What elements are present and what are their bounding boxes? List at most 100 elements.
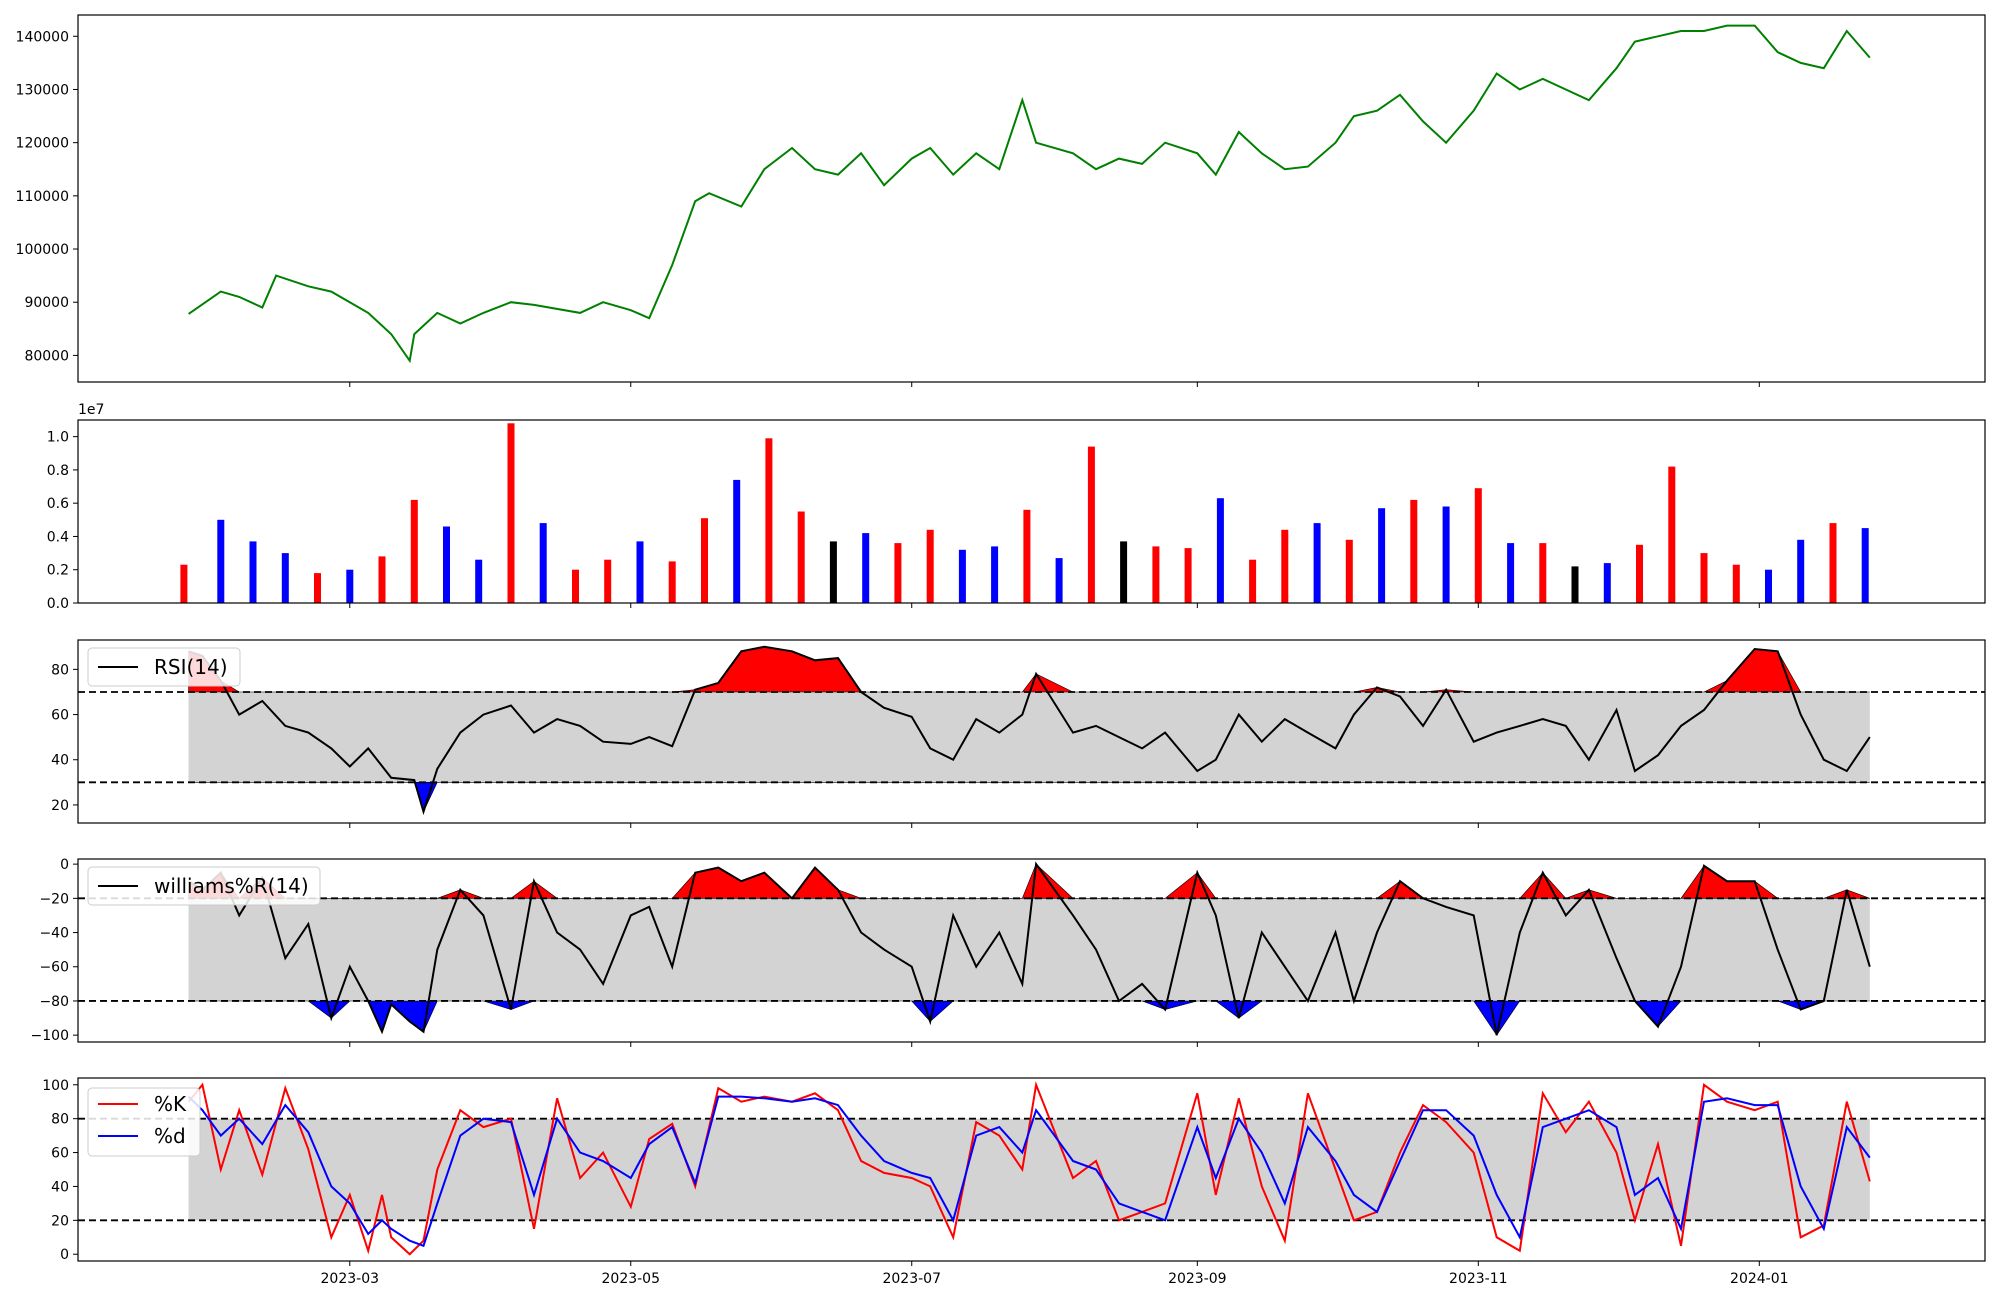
- volume-bar: [797, 511, 805, 603]
- panel-1-frame: [77, 419, 1986, 604]
- y-tick-label: −20: [39, 891, 69, 907]
- rsi-legend-label: RSI(14): [154, 655, 228, 679]
- price-line: [188, 24, 1871, 364]
- volume-bar: [1732, 564, 1740, 603]
- williams-r-legend: williams%R(14): [87, 866, 321, 906]
- volume-bar: [894, 543, 902, 603]
- price-panel: 80000 90000 100000 110000 120000 130000 140000: [16, 14, 1986, 387]
- y-tick-label: −40: [39, 926, 69, 942]
- volume-bar: [1636, 544, 1643, 603]
- volume-bar: [1861, 528, 1869, 603]
- volume-bar: [1152, 546, 1160, 603]
- y-tick-label: −60: [39, 960, 69, 976]
- volume-bar: [475, 559, 483, 603]
- panel-2-frame: [77, 639, 1986, 824]
- volume-bar: [604, 559, 612, 603]
- y-tick-label: 0: [60, 1247, 69, 1263]
- volume-bar: [314, 573, 321, 603]
- rsi-legend: RSI(14): [87, 647, 241, 687]
- y-tick-label: 60: [51, 1146, 69, 1162]
- volume-bar: [572, 569, 579, 603]
- y-tick-label: 0.8: [47, 463, 69, 479]
- overbought-fill: [188, 863, 1870, 899]
- panel-4-frame: [77, 1077, 1986, 1262]
- volume-offset-label: 1e7: [78, 402, 104, 418]
- y-tick-label: 40: [51, 753, 69, 769]
- y-tick-label: 0: [60, 857, 69, 873]
- volume-bar: [1410, 499, 1418, 603]
- volume-bar: [991, 546, 999, 603]
- volume-bar: [701, 518, 708, 603]
- x-tick-label: 2023-09: [1168, 1271, 1227, 1287]
- y-tick-label: 80000: [24, 348, 69, 364]
- volume-bar: [926, 529, 934, 603]
- volume-bar: [1249, 559, 1257, 603]
- williams-r-legend-box: [87, 866, 321, 906]
- volume-bar: [1765, 569, 1772, 603]
- panel-0-frame: [77, 14, 1986, 383]
- stochastic-legend: %K %d: [87, 1087, 201, 1157]
- y-tick-label: 130000: [16, 82, 69, 98]
- series-line-1: [187, 1095, 1871, 1248]
- y-tick-label: 0.6: [47, 496, 69, 512]
- volume-bar: [539, 523, 547, 603]
- volume-bar: [1474, 488, 1482, 603]
- y-tick-label: 20: [51, 798, 69, 814]
- y-tick-label: 80: [51, 662, 69, 678]
- volume-bar: [862, 533, 870, 603]
- volume-bar: [217, 519, 225, 603]
- y-tick-label: −100: [31, 1028, 69, 1044]
- y-tick-label: 0.0: [47, 596, 69, 612]
- volume-panel: 0.0 0.2 0.4 0.6 0.8 1.0 1e7: [47, 402, 1986, 612]
- volume-bar: [668, 561, 676, 603]
- volume-bar: [378, 556, 386, 603]
- series-line-0: [188, 645, 1871, 816]
- y-tick-label: 110000: [16, 189, 69, 205]
- volume-bar: [1700, 553, 1708, 603]
- rsi-legend-box: [87, 647, 241, 687]
- volume-bar: [180, 564, 188, 603]
- series-line-0: [187, 1081, 1871, 1256]
- volume-bar: [1281, 529, 1289, 603]
- panel-3-frame: [77, 858, 1986, 1043]
- y-tick-label: 80: [51, 1112, 69, 1128]
- y-tick-label: 90000: [24, 295, 69, 311]
- volume-bar: [1829, 523, 1837, 603]
- k-legend-label: %K: [154, 1092, 187, 1116]
- volume-bar: [1507, 543, 1515, 603]
- volume-bar: [1571, 566, 1579, 603]
- y-tick-label: 60: [51, 708, 69, 724]
- y-tick-label: 0.4: [47, 529, 69, 545]
- neutral-band: [188, 691, 1870, 783]
- volume-bar: [636, 541, 644, 603]
- x-tick-label: 2023-07: [882, 1271, 941, 1287]
- volume-bar: [249, 541, 257, 603]
- volume-bar: [507, 423, 515, 603]
- volume-bar: [1184, 548, 1192, 603]
- y-tick-label: 100: [42, 1078, 69, 1094]
- volume-bar: [1345, 539, 1353, 603]
- y-tick-label: 20: [51, 1213, 69, 1229]
- y-tick-label: −80: [39, 994, 69, 1010]
- volume-bar: [733, 479, 741, 603]
- y-tick-label: 100000: [16, 242, 69, 258]
- x-tick-label: 2023-03: [321, 1271, 380, 1287]
- volume-bar: [1603, 563, 1611, 603]
- volume-bar: [1378, 508, 1386, 603]
- d-legend-label: %d: [154, 1124, 186, 1148]
- williams-r-panel: −100 −80 −60 −40 −20 0 williams%R(14): [31, 857, 1986, 1047]
- series-line-0: [188, 861, 1871, 1036]
- x-tick-label: 2024-01: [1730, 1271, 1789, 1287]
- volume-bar: [1120, 541, 1128, 603]
- volume-bar: [1313, 523, 1321, 603]
- volume-bar: [1055, 558, 1063, 603]
- x-tick-label: 2023-11: [1449, 1271, 1508, 1287]
- volume-bar: [346, 569, 354, 603]
- neutral-band: [188, 898, 1870, 1001]
- y-tick-label: 40: [51, 1179, 69, 1195]
- volume-bar: [1668, 466, 1676, 603]
- volume-bar: [958, 549, 966, 603]
- volume-bar: [1023, 509, 1031, 603]
- y-tick-label: 0.2: [47, 563, 69, 579]
